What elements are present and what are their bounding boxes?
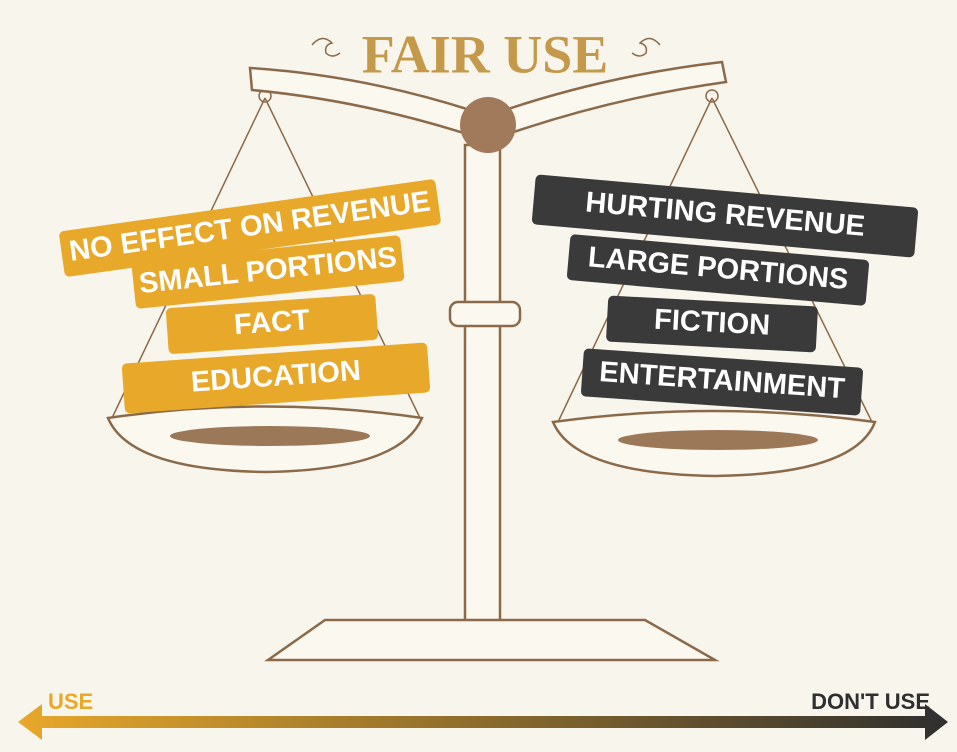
dont-use-label: DON'T USE [811,689,930,714]
pole [465,145,500,625]
tag-text: FICTION [653,304,771,342]
base [268,620,715,660]
tag-text: FACT [233,304,311,341]
use-label: USE [48,689,93,714]
title: FAIR USE [362,24,609,84]
pivot [460,97,516,153]
pan-shadow [618,430,818,450]
fair-use-scale: FAIR USE NO EFFECT ON REVENUE SMALL PORT… [0,0,957,752]
collar [450,302,520,326]
pan-shadow [170,426,370,446]
